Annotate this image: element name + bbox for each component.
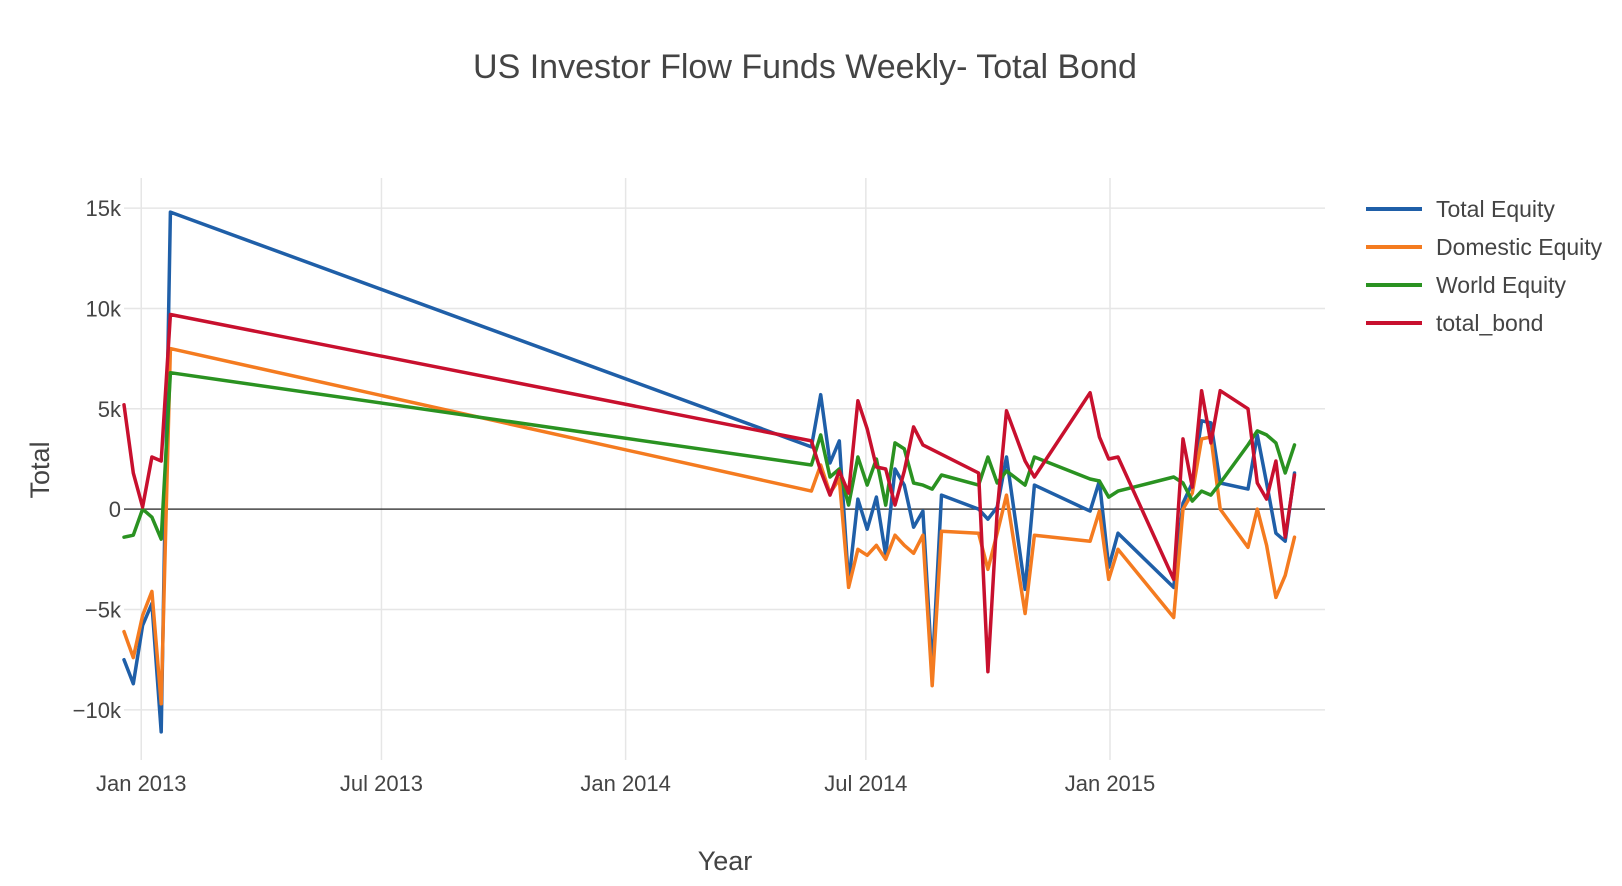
series-line-domestic-equity bbox=[122, 346, 1297, 706]
legend-label: World Equity bbox=[1436, 272, 1566, 298]
x-gridlines bbox=[140, 178, 1111, 760]
y-tick-label: 0 bbox=[109, 497, 121, 522]
y-tick-label: −5k bbox=[85, 597, 122, 622]
y-tick-label: −10k bbox=[73, 698, 122, 723]
x-axis-title: Year bbox=[698, 846, 753, 876]
x-tick-label: Jan 2013 bbox=[96, 771, 187, 796]
x-tick-label: Jan 2015 bbox=[1065, 771, 1156, 796]
legend-label: Total Equity bbox=[1436, 196, 1555, 222]
x-tick-label: Jan 2014 bbox=[580, 771, 671, 796]
legend-item[interactable]: total_bond bbox=[1366, 310, 1543, 336]
x-tick-label: Jul 2014 bbox=[824, 771, 907, 796]
legend-item[interactable]: Total Equity bbox=[1366, 196, 1555, 222]
legend[interactable]: Total Equity Domestic Equity World Equity t… bbox=[1366, 196, 1603, 336]
y-gridlines bbox=[124, 207, 1325, 711]
legend-item[interactable]: Domestic Equity bbox=[1366, 234, 1603, 260]
y-tick-label: 15k bbox=[86, 196, 122, 221]
chart-title: US Investor Flow Funds Weekly- Total Bon… bbox=[473, 48, 1137, 86]
legend-label: total_bond bbox=[1436, 310, 1543, 336]
y-axis-title: Total bbox=[25, 441, 55, 498]
series-line-total-bond bbox=[122, 312, 1297, 674]
x-axis-tick-labels: Jan 2013 Jul 2013 Jan 2014 Jul 2014 Jan 2015 bbox=[96, 771, 1155, 796]
legend-item[interactable]: World Equity bbox=[1366, 272, 1566, 298]
x-tick-label: Jul 2013 bbox=[340, 771, 423, 796]
series-lines bbox=[122, 210, 1297, 734]
series-line-total-equity bbox=[122, 210, 1297, 734]
y-tick-label: 10k bbox=[86, 296, 122, 321]
y-axis-tick-labels: 15k 10k 5k 0 −5k −10k bbox=[73, 196, 122, 723]
y-tick-label: 5k bbox=[98, 397, 122, 422]
legend-label: Domestic Equity bbox=[1436, 234, 1603, 260]
